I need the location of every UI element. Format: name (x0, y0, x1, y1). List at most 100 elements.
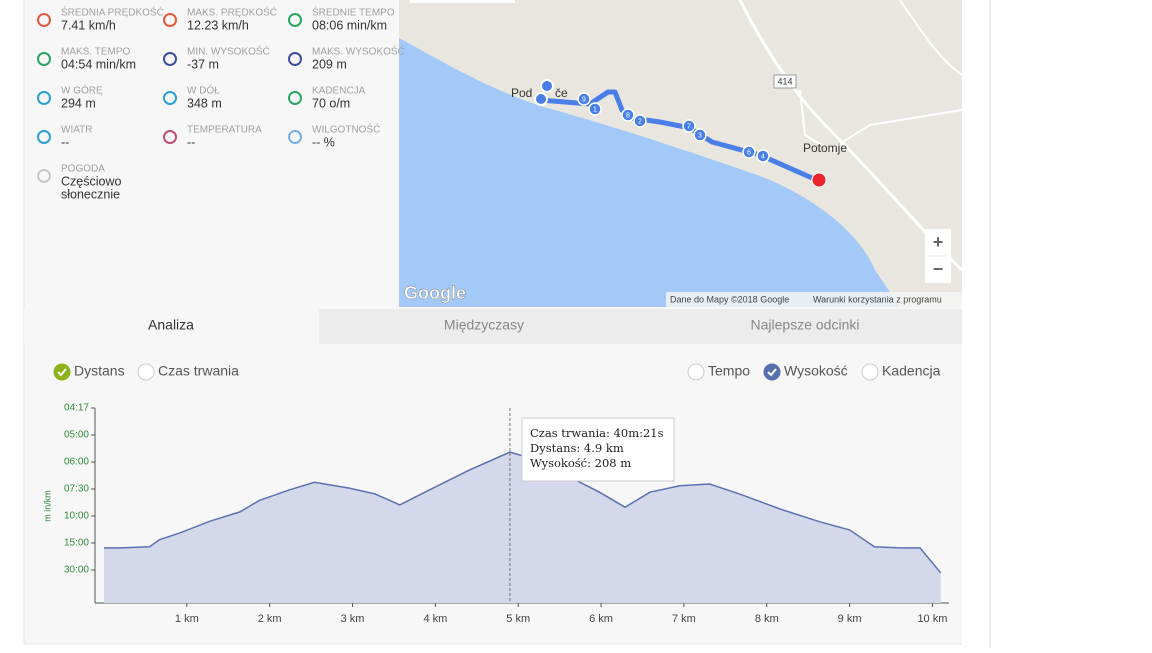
stat-label: MAKS. TEMPO (61, 47, 130, 58)
stat-icon (163, 52, 177, 66)
tab-label[interactable]: Najlepsze odcinki (751, 317, 860, 333)
option-label[interactable]: Kadencja (882, 363, 941, 379)
check (767, 368, 777, 377)
start-marker (540, 79, 554, 93)
map[interactable] (399, 0, 964, 307)
route-marker (577, 92, 591, 106)
route-marker (633, 114, 647, 128)
stat-label: KADENCJA (312, 86, 366, 97)
x-tick-label: 6 km (589, 613, 613, 625)
tab-label[interactable]: Analiza (148, 317, 194, 333)
marker-label: 1 (593, 106, 597, 113)
zoom-out[interactable]: − (933, 259, 944, 279)
place-label: če (555, 86, 568, 100)
stat-value: -37 m (187, 57, 219, 71)
attribution-bar (666, 292, 962, 307)
stat-icon (288, 13, 302, 27)
stat-label: W DÓŁ (187, 84, 220, 97)
terms-link[interactable]: Warunki korzystania z programu (813, 294, 942, 304)
stat-icon (37, 91, 51, 105)
route-marker (682, 119, 696, 133)
stat-icon (288, 91, 302, 105)
stat-value: -- % (312, 135, 335, 149)
option-label[interactable]: Czas trwania (158, 363, 239, 379)
route-marker (588, 102, 602, 116)
tooltip-text: Czas trwania: 40m:21s (530, 426, 664, 440)
stat-label: POGODA (61, 164, 105, 175)
x-tick-label: 2 km (258, 613, 282, 625)
x-tick-label: 9 km (838, 613, 862, 625)
stat-value: słonecznie (61, 187, 120, 201)
stat-value: 7.41 km/h (61, 18, 116, 32)
tab-label[interactable]: Międzyczasy (444, 317, 524, 333)
check (57, 368, 67, 377)
option-label[interactable]: Wysokość (784, 363, 848, 379)
stat-label: WIATR (61, 125, 92, 136)
stat-icon (37, 52, 51, 66)
radio[interactable] (53, 363, 71, 381)
stat-icon (37, 169, 51, 183)
route-marker (756, 149, 770, 163)
tab[interactable] (319, 309, 962, 344)
y-tick-label: 07:30 (64, 484, 89, 495)
marker-label: 6 (747, 149, 751, 156)
road-label: 414 (777, 76, 792, 86)
radio[interactable] (687, 363, 705, 381)
tooltip-text: Wysokość: 208 m (530, 456, 631, 470)
tab-active[interactable] (24, 309, 319, 344)
stat-value: 08:06 min/km (312, 18, 387, 32)
x-tick-label: 1 km (175, 613, 199, 625)
marker-label: 4 (761, 153, 765, 160)
stat-label: W GÓRĘ (61, 84, 103, 97)
road-sign (773, 74, 797, 89)
sea (399, 38, 900, 307)
stat-icon (288, 52, 302, 66)
radio[interactable] (763, 363, 781, 381)
stat-icon (37, 13, 51, 27)
radio[interactable] (861, 363, 879, 381)
start-marker (534, 92, 548, 106)
stat-icon (288, 130, 302, 144)
x-tick-label: 7 km (672, 613, 696, 625)
stat-value: 348 m (187, 96, 222, 110)
attribution: Dane do Mapy ©2018 Google (670, 294, 789, 304)
tooltip (521, 417, 675, 482)
stat-value: 04:54 min/km (61, 57, 136, 71)
end-marker (811, 172, 827, 188)
option-label[interactable]: Dystans (74, 363, 125, 379)
zoom-in[interactable]: + (933, 232, 944, 252)
radio[interactable] (137, 363, 155, 381)
route-marker (621, 108, 635, 122)
x-tick-label: 10 km (917, 613, 947, 625)
y-tick-label: 10:00 (64, 511, 89, 522)
marker-label: 3 (698, 132, 702, 139)
stat-value: Częściowo (61, 174, 121, 188)
stat-value: 209 m (312, 57, 347, 71)
stat-label: MAKS. WYSOKOŚĆ (312, 45, 405, 58)
y-tick-label: 30:00 (64, 565, 89, 576)
road (899, 0, 963, 76)
marker-label: 8 (626, 112, 630, 119)
stat-value: 12.23 km/h (187, 18, 249, 32)
map-logo: Google (404, 283, 466, 303)
y-axis-label: m in/km (42, 490, 52, 522)
stat-icon (163, 13, 177, 27)
stat-icon (163, 91, 177, 105)
marker-label: 7 (687, 123, 691, 130)
option-label[interactable]: Tempo (708, 363, 750, 379)
route-marker (693, 128, 707, 142)
area (104, 452, 941, 603)
x-tick-label: 4 km (423, 613, 447, 625)
map-control (410, 0, 515, 3)
stat-value: 70 o/m (312, 96, 350, 110)
x-tick-label: 8 km (755, 613, 779, 625)
y-tick-label: 06:00 (64, 457, 89, 468)
stat-icon (37, 130, 51, 144)
x-tick-label: 5 km (506, 613, 530, 625)
y-tick-label: 15:00 (64, 538, 89, 549)
stat-label: WILGOTNOŚĆ (312, 123, 380, 136)
stat-label: MIN. WYSOKOŚĆ (187, 45, 270, 58)
stat-label: ŚREDNIE TEMPO (312, 6, 395, 19)
stat-value: -- (187, 135, 195, 149)
